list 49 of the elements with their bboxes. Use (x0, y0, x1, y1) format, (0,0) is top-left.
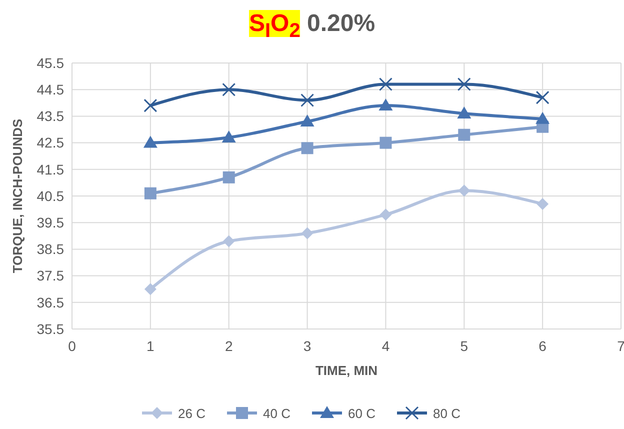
point (222, 235, 235, 248)
x-tick-label: 3 (303, 338, 312, 354)
point (144, 98, 158, 112)
point (222, 171, 235, 184)
point (536, 90, 550, 104)
point (222, 82, 236, 96)
point (457, 106, 472, 119)
x-tick-label: 2 (224, 338, 233, 354)
point (143, 136, 158, 148)
point (222, 130, 236, 142)
x-tick-label: 4 (382, 338, 390, 354)
y-tick-label: 44.5 (36, 82, 64, 98)
y-tick-label: 36.5 (36, 294, 64, 310)
chart-title: S$_{I}$O$_{2}$ 0.20% (248, 10, 376, 42)
point (458, 184, 470, 197)
legend-label: 40 C (263, 406, 290, 421)
y-tick-label: 39.5 (36, 214, 64, 230)
x-tick-label: 5 (460, 338, 468, 354)
y-tick-label: 43.5 (36, 108, 64, 124)
point (300, 93, 314, 107)
point (536, 112, 550, 124)
point (144, 187, 156, 200)
x-tick-label: 1 (146, 338, 155, 354)
legend-label: 60 C (348, 406, 376, 421)
x-tick-label: 7 (617, 338, 624, 354)
y-tick-label: 40.5 (36, 188, 64, 204)
y-tick-label: 42.5 (36, 134, 64, 151)
point (301, 227, 314, 240)
point (144, 283, 156, 296)
point (378, 78, 392, 92)
y-tick-label: 41.5 (36, 161, 64, 178)
x-tick-label: 6 (538, 338, 547, 354)
point (301, 142, 314, 154)
legend-label: 80 C (433, 406, 460, 421)
x-axis-title: TIME, MIN (315, 363, 378, 378)
point (458, 128, 470, 141)
point (457, 78, 471, 92)
y-tick-label: 38.5 (36, 241, 64, 258)
point (380, 208, 392, 221)
y-tick-label: 37.5 (36, 268, 64, 284)
point (380, 136, 392, 149)
y-tick-label: 35.5 (36, 320, 64, 337)
point (378, 98, 393, 111)
y-axis-title: TORQUE, INCH-POUNDS (10, 118, 25, 274)
y-tick-label: 45.5 (36, 54, 64, 71)
point (536, 198, 549, 210)
point (300, 114, 314, 127)
x-tick-label: 0 (68, 338, 76, 354)
legend-label: 26 C (178, 406, 206, 421)
